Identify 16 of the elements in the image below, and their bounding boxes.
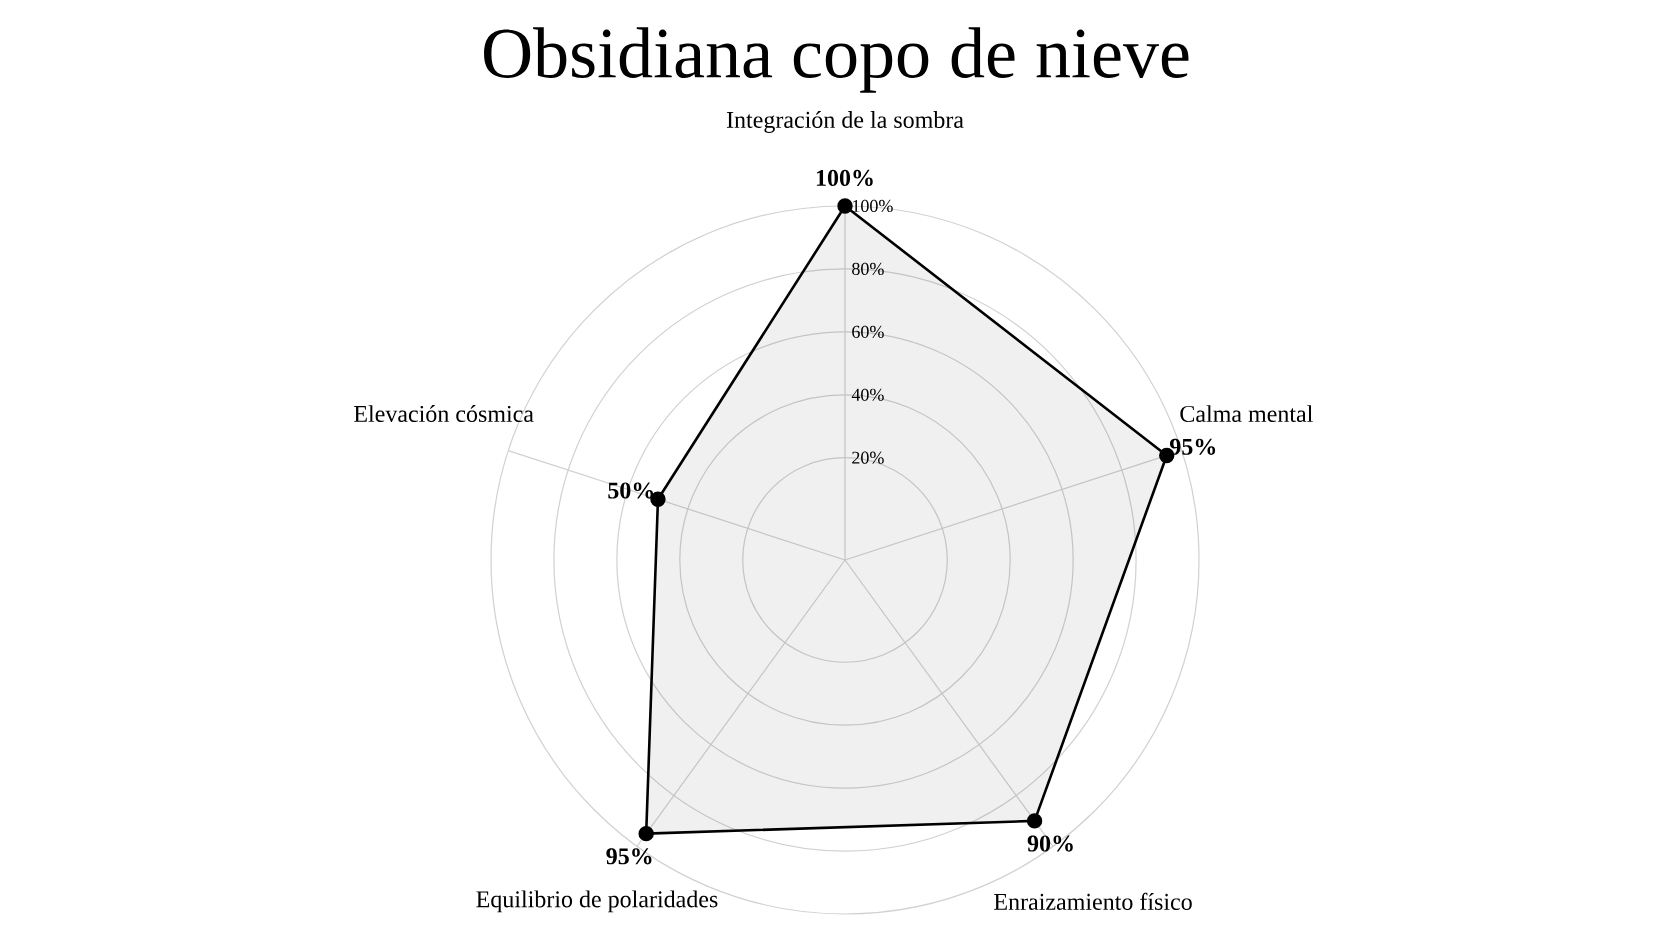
spoke-label: Equilibrio de polaridades: [476, 890, 718, 913]
spoke-label: Enraizamiento físico: [994, 892, 1192, 910]
y-tick-label: 100%: [852, 199, 893, 213]
data-label: 50%: [608, 482, 654, 499]
spoke-label: Integración de la sombra: [726, 111, 964, 133]
data-label: 100%: [816, 169, 873, 187]
y-tick-label: 80%: [852, 262, 884, 276]
y-tick-label: 60%: [852, 325, 884, 338]
y-tick-label: 20%: [852, 451, 884, 464]
data-label: 90%: [1027, 835, 1073, 852]
chart-title: Obsidiana copo de nieve: [484, 27, 1189, 93]
spoke-label: Calma mental: [1180, 405, 1313, 423]
spoke-label: Elevación cósmica: [354, 405, 534, 423]
data-label: 95%: [606, 848, 652, 865]
y-tick-label: 40%: [851, 388, 884, 401]
data-label: 95%: [1170, 438, 1216, 455]
